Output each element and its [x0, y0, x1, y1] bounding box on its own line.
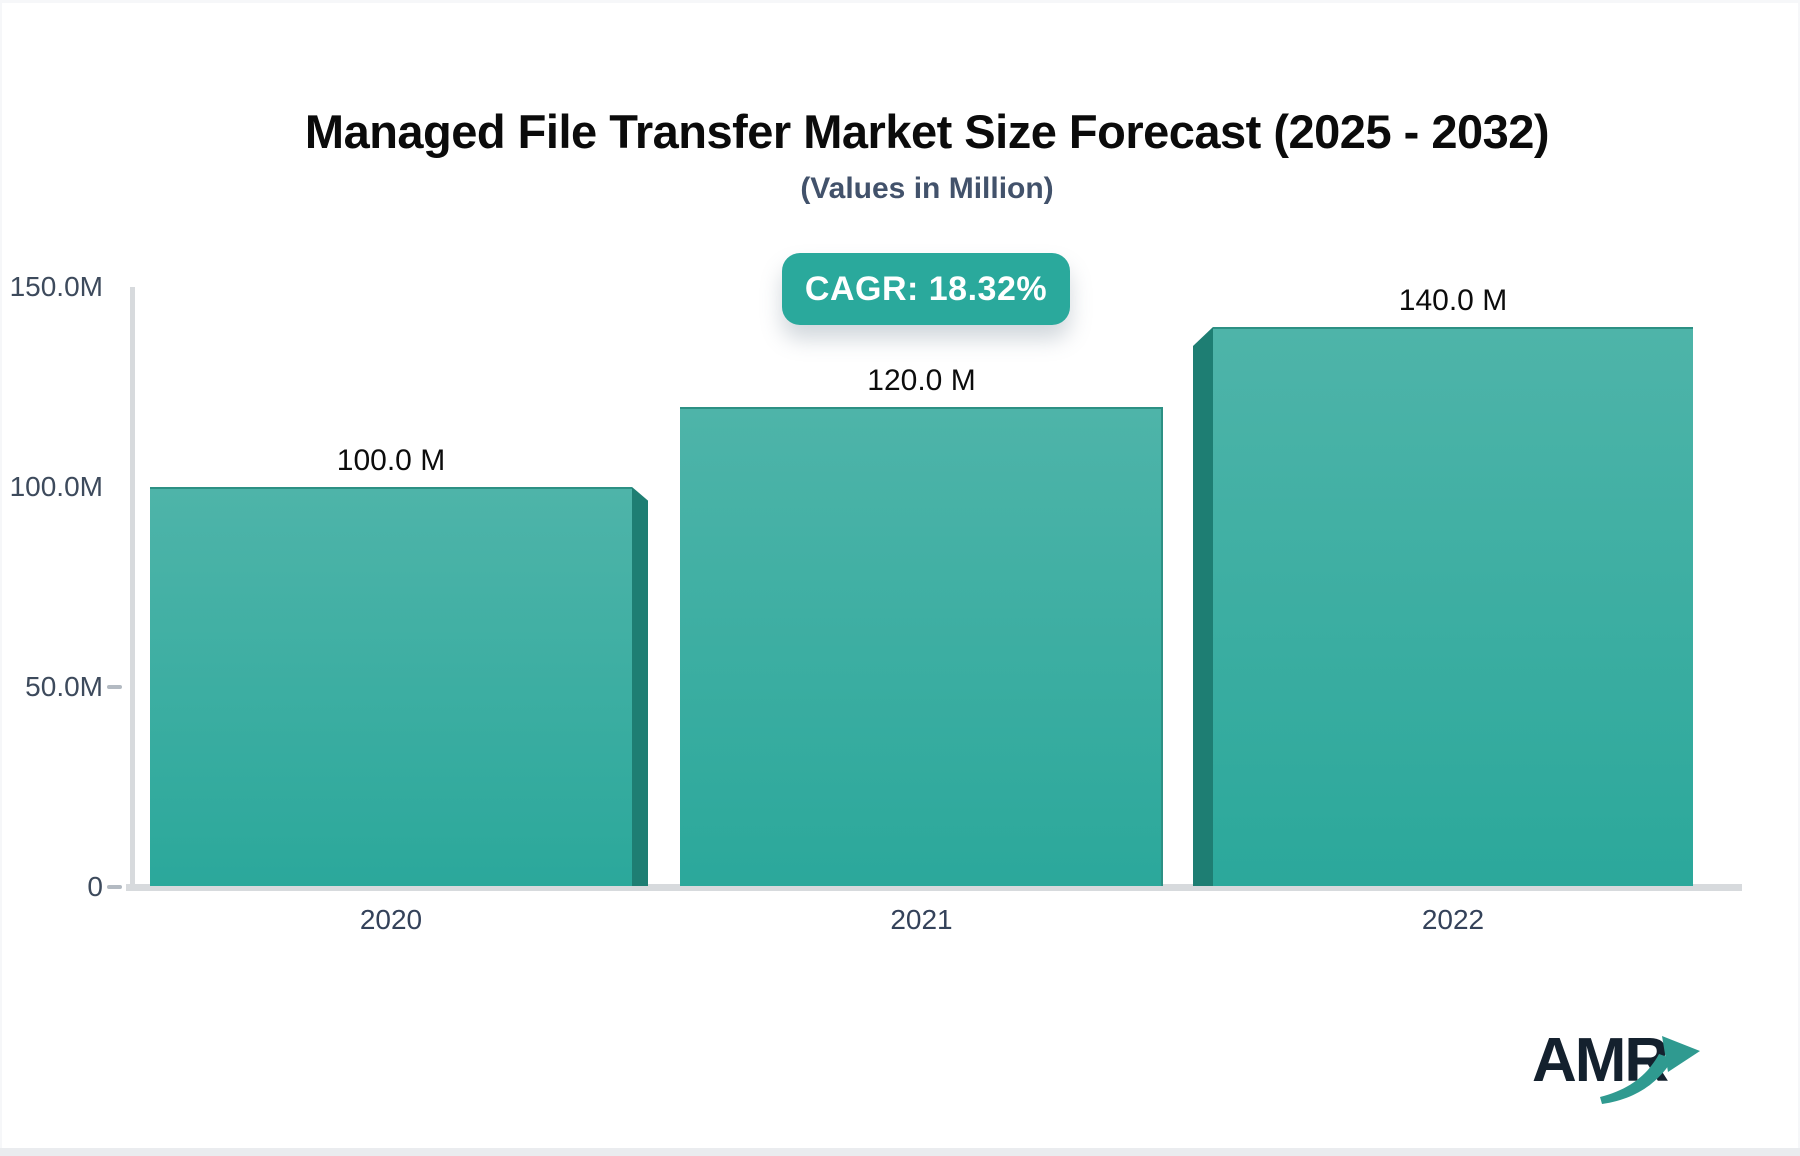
bar-value-label: 120.0 M [867, 364, 976, 397]
y-axis-line [130, 287, 135, 886]
x-axis-line [126, 884, 1742, 891]
y-tick-label: 50.0M [25, 671, 103, 702]
bar-3d-side [1193, 327, 1213, 886]
bar-value-label: 140.0 M [1398, 284, 1508, 317]
amr-logo: AMR [1532, 1030, 1712, 1110]
y-tick-label: 100.0M [9, 471, 103, 502]
bar-value-label: 100.0 M [336, 444, 446, 477]
y-tick-dash [107, 885, 122, 889]
y-tick-label: 150.0M [9, 271, 103, 302]
right-edge-divider [1798, 0, 1800, 1156]
y-tick-dash [107, 685, 122, 689]
logo-growth-arrow-icon [1600, 1036, 1700, 1104]
x-tick-label: 2020 [359, 904, 423, 935]
x-tick-label: 2021 [890, 904, 953, 935]
cagr-badge: CAGR: 18.32% [782, 253, 1070, 325]
chart-subtitle: (Values in Million) [800, 172, 1054, 205]
bar-2022 [1213, 327, 1693, 886]
x-tick-label: 2022 [1421, 904, 1485, 935]
bar-2020 [150, 487, 632, 886]
cagr-badge-label: CAGR: 18.32% [804, 269, 1048, 308]
top-edge-divider [0, 0, 1800, 3]
y-tick-label: 0 [87, 871, 103, 902]
bar-3d-side [632, 487, 648, 886]
bar-2021 [680, 407, 1163, 886]
chart-title: Managed File Transfer Market Size Foreca… [304, 105, 1550, 158]
bottom-edge-divider [0, 1148, 1800, 1156]
left-edge-divider [0, 0, 2, 1156]
